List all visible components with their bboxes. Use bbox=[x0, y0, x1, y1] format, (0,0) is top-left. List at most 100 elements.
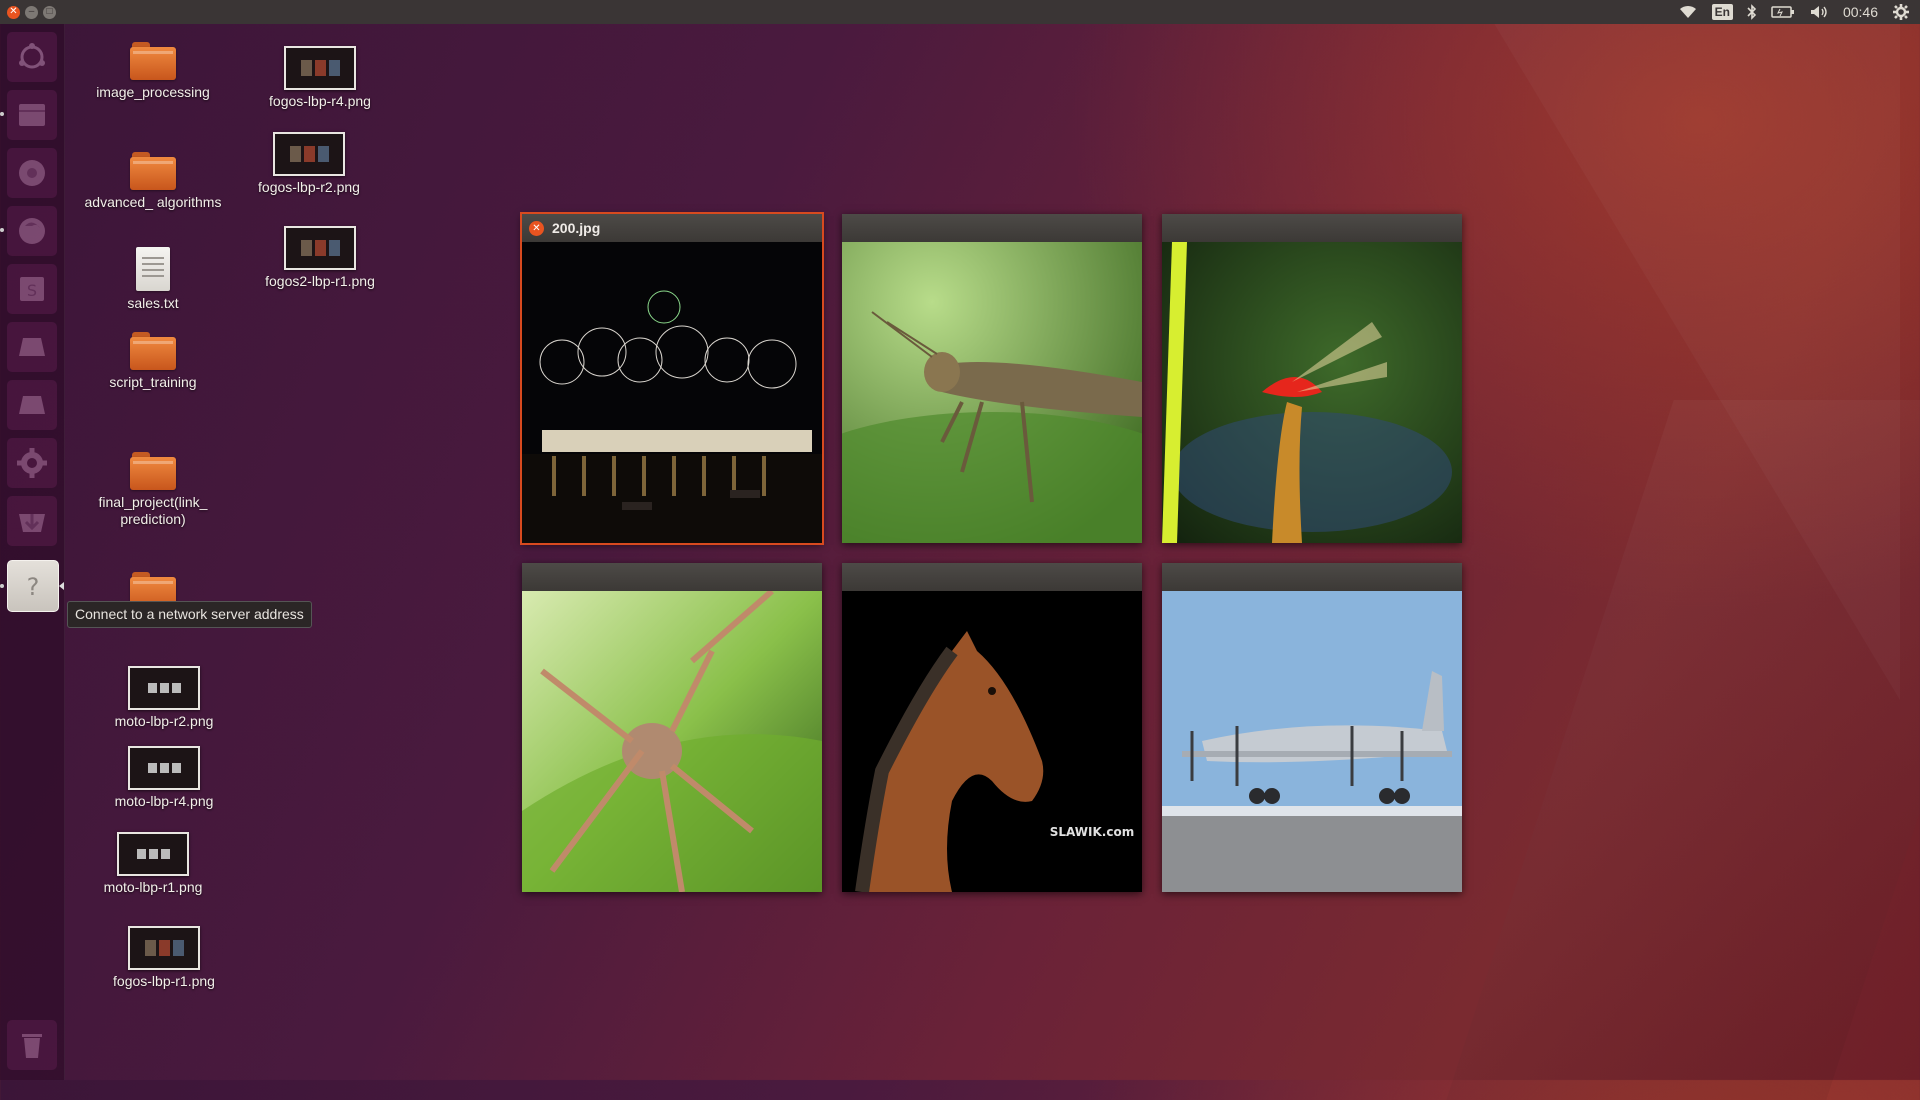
desktop-icon-folder[interactable]: script_training bbox=[78, 332, 228, 391]
image-thumbnail-icon bbox=[284, 46, 356, 90]
wifi-icon[interactable] bbox=[1678, 4, 1698, 20]
connect-to-server-launcher-button[interactable]: ? bbox=[7, 560, 59, 612]
svg-text:S: S bbox=[27, 281, 37, 300]
file-cabinet-icon bbox=[19, 104, 45, 126]
image-thumbnail-icon bbox=[128, 666, 200, 710]
watermark: SLAWIK.com bbox=[1050, 825, 1134, 839]
running-indicator bbox=[0, 584, 4, 588]
firefox-launcher-button[interactable] bbox=[7, 206, 57, 256]
window-titlebar bbox=[1162, 563, 1462, 591]
desktop-icon-image[interactable]: moto-lbp-r1.png bbox=[78, 832, 228, 896]
folder-icon bbox=[130, 332, 176, 370]
volume-icon[interactable] bbox=[1809, 4, 1829, 20]
desktop-icon-label: moto-lbp-r2.png bbox=[114, 713, 214, 729]
window-titlebar bbox=[1162, 214, 1462, 242]
close-icon[interactable]: ✕ bbox=[529, 220, 544, 236]
spread-window-dragonfly[interactable] bbox=[1162, 214, 1462, 543]
window-controls: ✕ – □ bbox=[7, 5, 56, 19]
insect-image bbox=[522, 591, 822, 892]
window-titlebar bbox=[842, 563, 1142, 591]
window-titlebar bbox=[842, 214, 1142, 242]
screen-a-launcher-button[interactable] bbox=[7, 322, 57, 372]
spread-window-airplane[interactable] bbox=[1162, 563, 1462, 892]
clock[interactable]: 00:46 bbox=[1842, 4, 1878, 20]
image-thumbnail-icon bbox=[273, 132, 345, 176]
desktop-icon-label: fogos-lbp-r2.png bbox=[258, 179, 360, 195]
desktop-icon-label: moto-lbp-r4.png bbox=[114, 793, 214, 809]
desktop-icon-folder[interactable]: advanced_ algorithms bbox=[78, 152, 228, 211]
desktop-icon-folder[interactable]: image_processing bbox=[78, 42, 228, 101]
running-indicator bbox=[0, 112, 4, 116]
keyboard-layout-icon[interactable]: En bbox=[1711, 4, 1733, 20]
image-thumbnail-icon bbox=[128, 746, 200, 790]
desktop-icon-folder[interactable]: final_project(link_ prediction) bbox=[78, 452, 228, 528]
window-title: 200.jpg bbox=[552, 220, 601, 236]
launcher-tooltip: Connect to a network server address bbox=[67, 601, 312, 628]
close-window-button[interactable]: ✕ bbox=[7, 5, 20, 19]
launcher: S ? bbox=[0, 24, 65, 1080]
airplane-image bbox=[1162, 591, 1462, 892]
spread-window-grasshopper[interactable] bbox=[842, 214, 1142, 543]
desktop-icon-text-file[interactable]: sales.txt bbox=[78, 247, 228, 312]
svg-text:?: ? bbox=[27, 573, 40, 601]
desktop-icon-label: advanced_ algorithms bbox=[84, 194, 222, 210]
image-thumbnail-icon bbox=[117, 832, 189, 876]
bluetooth-icon[interactable] bbox=[1747, 4, 1757, 20]
image-thumbnail-icon bbox=[284, 226, 356, 270]
desktop-icon-label: final_project(link_ prediction) bbox=[98, 494, 208, 527]
desktop-icon-label: fogos-lbp-r4.png bbox=[269, 93, 371, 109]
software-updater-launcher-button[interactable] bbox=[7, 496, 57, 546]
desktop-icon-label: fogos2-lbp-r1.png bbox=[265, 273, 375, 289]
desktop-icon-image[interactable]: fogos-lbp-r1.png bbox=[89, 926, 239, 990]
gear-icon bbox=[17, 448, 47, 478]
maximize-window-button[interactable]: □ bbox=[43, 5, 56, 19]
folder-icon bbox=[130, 152, 176, 190]
trash-launcher-button[interactable] bbox=[7, 1020, 57, 1070]
firefox-icon bbox=[19, 218, 45, 244]
libreoffice-impress-launcher-button[interactable]: S bbox=[7, 264, 57, 314]
fireworks-image bbox=[522, 242, 822, 543]
desktop-icon-label: fogos-lbp-r1.png bbox=[113, 973, 215, 989]
help-question-icon: ? bbox=[27, 573, 40, 601]
text-file-icon bbox=[136, 247, 170, 291]
desktop-icon-label: image_processing bbox=[96, 84, 210, 100]
spread-window-fireworks[interactable]: ✕ 200.jpg bbox=[520, 212, 824, 545]
desktop-icon-image[interactable]: moto-lbp-r4.png bbox=[89, 746, 239, 810]
desktop-icon-label: script_training bbox=[109, 374, 197, 390]
window-titlebar bbox=[522, 563, 822, 591]
folder-icon bbox=[130, 452, 176, 490]
dragonfly-image bbox=[1162, 242, 1462, 543]
browser-icon bbox=[19, 160, 45, 186]
active-arrow bbox=[59, 582, 64, 590]
system-settings-launcher-button[interactable] bbox=[7, 438, 57, 488]
trash-icon bbox=[22, 1034, 42, 1058]
horse-image: SLAWIK.com bbox=[842, 591, 1142, 892]
desktop-icon-image[interactable]: fogos-lbp-r2.png bbox=[234, 132, 384, 196]
desktop-icon-label: sales.txt bbox=[127, 295, 179, 311]
screen-b-launcher-button[interactable] bbox=[7, 380, 57, 430]
dash-home-button[interactable] bbox=[7, 32, 57, 82]
running-indicator bbox=[0, 228, 4, 232]
grasshopper-image bbox=[842, 242, 1142, 543]
desktop-icon-label: moto-lbp-r1.png bbox=[103, 879, 203, 895]
files-launcher-button[interactable] bbox=[7, 90, 57, 140]
window-titlebar: ✕ 200.jpg bbox=[522, 214, 822, 242]
minimize-window-button[interactable]: – bbox=[25, 5, 38, 19]
system-tray: En 00:46 bbox=[1678, 3, 1920, 21]
monitor-icon bbox=[19, 338, 45, 356]
folder-icon bbox=[130, 42, 176, 80]
spread-window-insect[interactable] bbox=[522, 563, 822, 892]
image-thumbnail-icon bbox=[128, 926, 200, 970]
chromium-launcher-button[interactable] bbox=[7, 148, 57, 198]
desktop-icon-image[interactable]: fogos-lbp-r4.png bbox=[245, 46, 395, 110]
monitor-icon bbox=[19, 396, 45, 414]
presentation-icon: S bbox=[20, 277, 44, 301]
desktop-icon-image[interactable]: moto-lbp-r2.png bbox=[89, 666, 239, 730]
spread-window-horse[interactable]: SLAWIK.com bbox=[842, 563, 1142, 892]
battery-icon[interactable] bbox=[1771, 5, 1795, 19]
desktop-icon-image[interactable]: fogos2-lbp-r1.png bbox=[245, 226, 395, 290]
download-icon bbox=[19, 514, 45, 532]
ubuntu-logo-icon bbox=[19, 43, 45, 69]
settings-gear-icon[interactable] bbox=[1892, 3, 1910, 21]
top-panel: ✕ – □ En 00:46 bbox=[0, 0, 1920, 24]
